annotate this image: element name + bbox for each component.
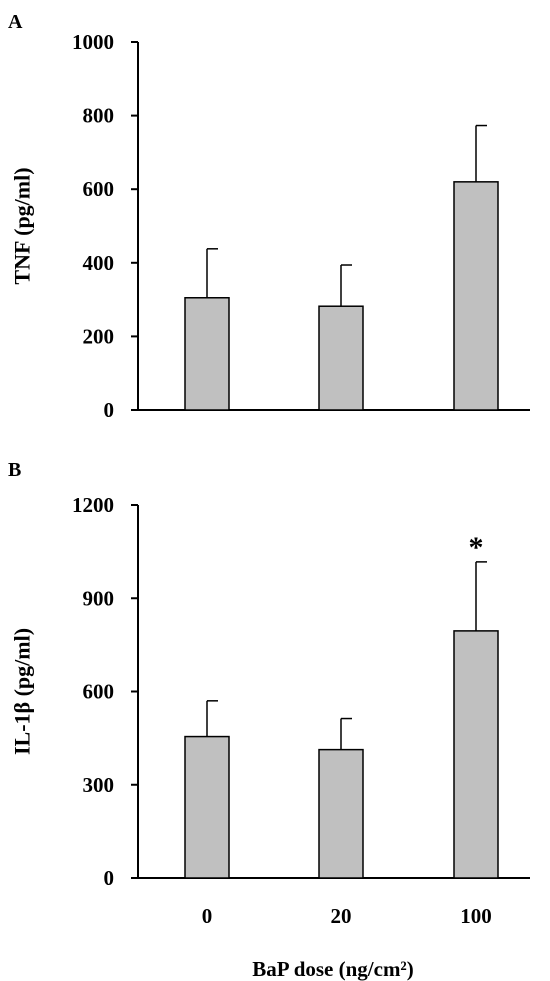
panel-b-label: B xyxy=(8,459,21,481)
panel-a-ytick-label: 600 xyxy=(83,177,115,201)
panel-a-ytick-label: 0 xyxy=(104,398,115,422)
panel-b-ytick-label: 900 xyxy=(83,586,115,610)
panel-b-bar xyxy=(318,748,364,879)
panel-b-significance-marker: * xyxy=(469,531,484,564)
panel-b-xtick-label: 0 xyxy=(202,904,213,928)
panel-a-label: A xyxy=(8,11,23,33)
panel-b-ytick-label: 600 xyxy=(83,680,115,704)
panel-a-y-axis-label: TNF (pg/ml) xyxy=(10,167,35,284)
panel-b-x-axis-label: BaP dose (ng/cm²) xyxy=(252,957,413,981)
panel-b-bar xyxy=(453,630,499,879)
panel-b-xtick-label: 100 xyxy=(460,904,492,928)
panel-b-y-axis-label: IL-1β (pg/ml) xyxy=(10,628,35,755)
panel-a-bar xyxy=(453,181,499,411)
panel-b-bar xyxy=(184,735,230,879)
panel-a-bar xyxy=(184,297,230,411)
panel-a-ytick-label: 400 xyxy=(83,251,115,275)
panel-a-ytick-label: 800 xyxy=(83,104,115,128)
panel-a-bar xyxy=(318,305,364,411)
panel-b-ytick-label: 1200 xyxy=(72,493,114,517)
panel-b-ytick-label: 0 xyxy=(104,866,115,890)
panel-b-ytick-label: 300 xyxy=(83,773,115,797)
panel-a-ytick-label: 1000 xyxy=(72,30,114,54)
panel-a-ytick-label: 200 xyxy=(83,324,115,348)
panel-b-xtick-label: 20 xyxy=(331,904,352,928)
